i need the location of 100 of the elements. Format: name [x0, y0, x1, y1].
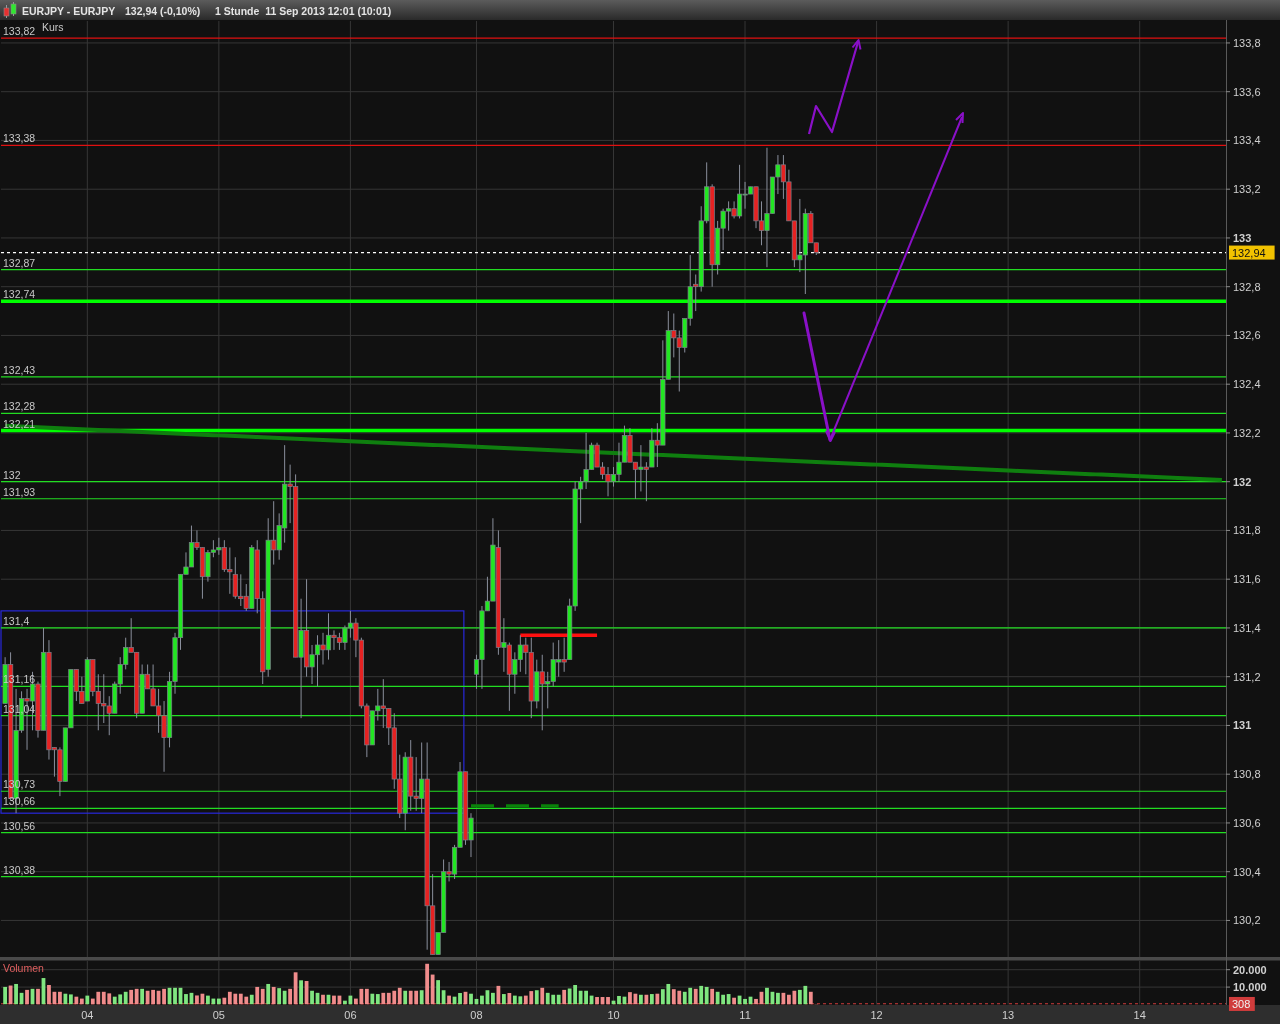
bar	[765, 987, 769, 1005]
y-tick-label: 131,2	[1233, 670, 1261, 683]
y-tick-label: 133	[1233, 231, 1252, 244]
bar	[693, 988, 698, 1005]
y-tick-label: 133,2	[1233, 183, 1261, 196]
bar	[644, 994, 649, 1005]
bar	[480, 995, 484, 1005]
y-tick-label: 130,8	[1233, 768, 1261, 781]
bar	[776, 992, 780, 1005]
bar	[491, 992, 495, 1005]
bar	[79, 998, 84, 1005]
ref-line-label: 308	[1232, 997, 1251, 1010]
y-tick-label: 131,8	[1233, 524, 1261, 537]
bar	[606, 997, 610, 1005]
ref-line-label: 130,66	[3, 795, 36, 808]
bar	[58, 991, 62, 1005]
bar	[173, 987, 177, 1005]
bar	[266, 983, 271, 1005]
ref-line-label: 132	[3, 468, 21, 481]
y-tick-label: 130,2	[1233, 914, 1261, 927]
x-tick-label: 12	[870, 1008, 883, 1021]
x-tick-label: 06	[344, 1008, 357, 1021]
bar	[134, 988, 139, 1005]
bar	[704, 986, 709, 1005]
y-tick-label: 131,6	[1233, 573, 1261, 586]
bar	[282, 990, 287, 1005]
bar	[370, 993, 375, 1005]
y-tick-label: 132,6	[1233, 329, 1261, 342]
bar	[85, 995, 90, 1005]
bar	[808, 991, 813, 1005]
y-tick-label: 130,6	[1233, 816, 1261, 829]
bar	[271, 986, 276, 1005]
bar	[458, 993, 462, 1005]
bar	[332, 995, 336, 1005]
x-tick-label: 14	[1133, 1008, 1146, 1021]
bar	[310, 990, 314, 1005]
ref-line-label: 131,93	[3, 485, 36, 498]
x-tick-label: 05	[212, 1008, 225, 1021]
bar	[628, 992, 632, 1005]
bar	[649, 994, 654, 1005]
y-tick-label: 133,6	[1233, 85, 1261, 98]
bar	[288, 988, 293, 1005]
text: 1 Stunde 11 Sep 2013 12:01 (10:01)	[215, 5, 392, 17]
y-tick-label: 133,8	[1233, 36, 1261, 49]
bar	[425, 963, 430, 1005]
bar	[469, 993, 473, 1005]
bar	[222, 997, 227, 1005]
bar	[447, 995, 451, 1005]
bar	[556, 994, 561, 1005]
bar	[184, 994, 188, 1005]
bar	[299, 980, 303, 1005]
bar	[321, 994, 325, 1005]
bar	[534, 990, 539, 1005]
bar	[47, 985, 51, 1005]
chart-subtitle: 132,94 (-0,10%)	[125, 5, 201, 17]
bar	[293, 972, 298, 1005]
bar	[710, 988, 715, 1005]
y-tick-label: 132,4	[1233, 378, 1261, 391]
bar	[140, 988, 145, 1005]
bar	[639, 994, 643, 1005]
bar	[216, 998, 221, 1005]
bar	[743, 998, 747, 1005]
bar	[249, 994, 254, 1005]
bar	[74, 996, 79, 1005]
bar	[123, 991, 128, 1005]
chart-title: EURJPY - EURJPY	[22, 5, 116, 17]
bar	[25, 989, 29, 1005]
y-tick-label: 130,4	[1233, 865, 1261, 878]
ref-line-label: 133,82	[3, 25, 36, 38]
bar	[260, 988, 265, 1005]
bar	[732, 997, 736, 1005]
y-tick-label: 131,4	[1233, 621, 1261, 634]
bar	[754, 998, 758, 1005]
bar	[496, 985, 501, 1005]
y-tick-label: 132	[1233, 475, 1252, 488]
bar	[617, 995, 621, 1005]
y-axis-title: Kurs	[42, 21, 64, 33]
bar	[14, 983, 18, 1005]
bar	[129, 989, 134, 1005]
y-tick-label: 10.000	[1233, 981, 1267, 994]
ref-line-label: 132,87	[3, 256, 36, 269]
ref-line-label: 131,4	[3, 614, 30, 627]
bar	[397, 987, 402, 1005]
bar	[655, 993, 660, 1005]
x-tick-label: 10	[607, 1008, 620, 1021]
y-tick-label: 133,4	[1233, 134, 1261, 147]
bar	[419, 990, 424, 1005]
y-axis-title: Volumen	[3, 962, 45, 974]
y-tick-label: 131	[1233, 719, 1252, 732]
bar	[430, 974, 435, 1005]
bar	[507, 993, 512, 1005]
bar	[381, 992, 386, 1005]
bar	[277, 988, 282, 1005]
bar	[562, 989, 567, 1005]
y-tick-label: 132,2	[1233, 426, 1261, 439]
bar	[726, 994, 731, 1005]
x-tick-label: 04	[81, 1008, 94, 1021]
bar	[403, 990, 408, 1005]
bar	[162, 988, 166, 1005]
x-tick-label: 13	[1002, 1008, 1015, 1021]
